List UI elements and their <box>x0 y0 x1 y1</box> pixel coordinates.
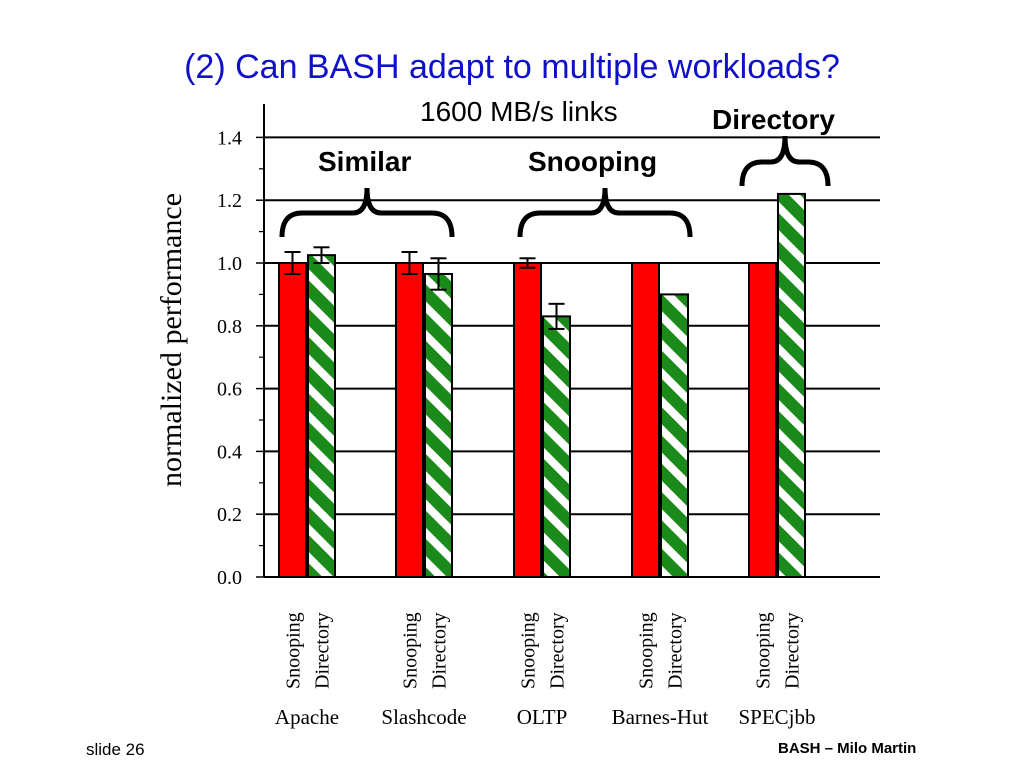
bar-snooping-apache <box>278 262 307 578</box>
bar-directory-slashcode <box>424 272 453 578</box>
bar-snooping-specjbb <box>748 262 777 578</box>
bar-series-label: Snooping <box>636 612 658 689</box>
y-tick-label: 1.2 <box>217 190 242 212</box>
brace-directory <box>739 135 831 187</box>
y-tick-label: 0.2 <box>217 504 242 526</box>
y-axis-label: normalized performance <box>155 193 188 487</box>
category-label: Slashcode <box>381 705 466 729</box>
bar-directory-oltp <box>542 315 571 578</box>
brace-similar <box>279 187 455 238</box>
chart-subtitle: 1600 MB/s links <box>420 96 618 127</box>
bar-series-label: Directory <box>429 612 451 689</box>
category-label: SPECjbb <box>738 705 815 729</box>
bar-series-label: Snooping <box>518 612 540 689</box>
y-tick-label: 0.6 <box>217 379 242 401</box>
y-tick-label: 0.0 <box>217 567 242 589</box>
bar-snooping-oltp <box>513 262 542 578</box>
footer-credit: BASH – Milo Martin <box>778 740 917 757</box>
bar-series-label: Directory <box>312 612 334 689</box>
slide-title: (2) Can BASH adapt to multiple workloads… <box>184 48 840 86</box>
bar-directory-barnes-hut <box>660 293 689 578</box>
slide-number: slide 26 <box>86 740 145 759</box>
category-label: Barnes-Hut <box>612 705 709 729</box>
bar-series-label: Snooping <box>400 612 422 689</box>
bar-snooping-slashcode <box>395 262 424 578</box>
bar-snooping-barnes-hut <box>631 262 660 578</box>
brace-label-similar: Similar <box>318 146 412 177</box>
y-tick-label: 1.0 <box>217 253 242 275</box>
bar-directory-specjbb <box>777 192 806 578</box>
bar-series-label: Directory <box>782 612 804 689</box>
bar-directory-apache <box>307 254 336 578</box>
bar-series-label: Snooping <box>753 612 775 689</box>
category-label: OLTP <box>517 705 568 729</box>
category-label: Apache <box>275 705 339 729</box>
y-tick-label: 0.4 <box>217 441 242 463</box>
brace-label-snooping: Snooping <box>528 146 658 177</box>
y-tick-label: 0.8 <box>217 316 242 338</box>
bar-series-label: Snooping <box>283 612 305 689</box>
brace-snooping <box>517 187 693 238</box>
y-tick-label: 1.4 <box>217 127 242 149</box>
bar-series-label: Directory <box>665 612 687 689</box>
bar-series-label: Directory <box>547 612 569 689</box>
brace-label-directory: Directory <box>712 104 835 135</box>
